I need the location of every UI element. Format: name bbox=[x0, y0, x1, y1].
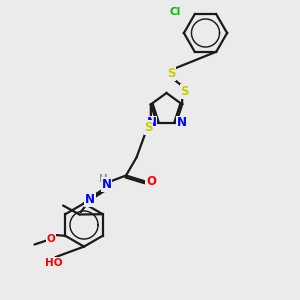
Text: S: S bbox=[167, 67, 175, 80]
Text: N: N bbox=[85, 193, 95, 206]
Text: H: H bbox=[98, 174, 107, 184]
Text: S: S bbox=[144, 121, 153, 134]
Text: O: O bbox=[46, 233, 56, 244]
Text: Cl: Cl bbox=[170, 7, 181, 17]
Text: O: O bbox=[146, 175, 156, 188]
Text: N: N bbox=[101, 178, 112, 191]
Text: S: S bbox=[180, 85, 189, 98]
Text: N: N bbox=[177, 116, 187, 129]
Text: HO: HO bbox=[45, 257, 63, 268]
Text: N: N bbox=[146, 116, 156, 129]
